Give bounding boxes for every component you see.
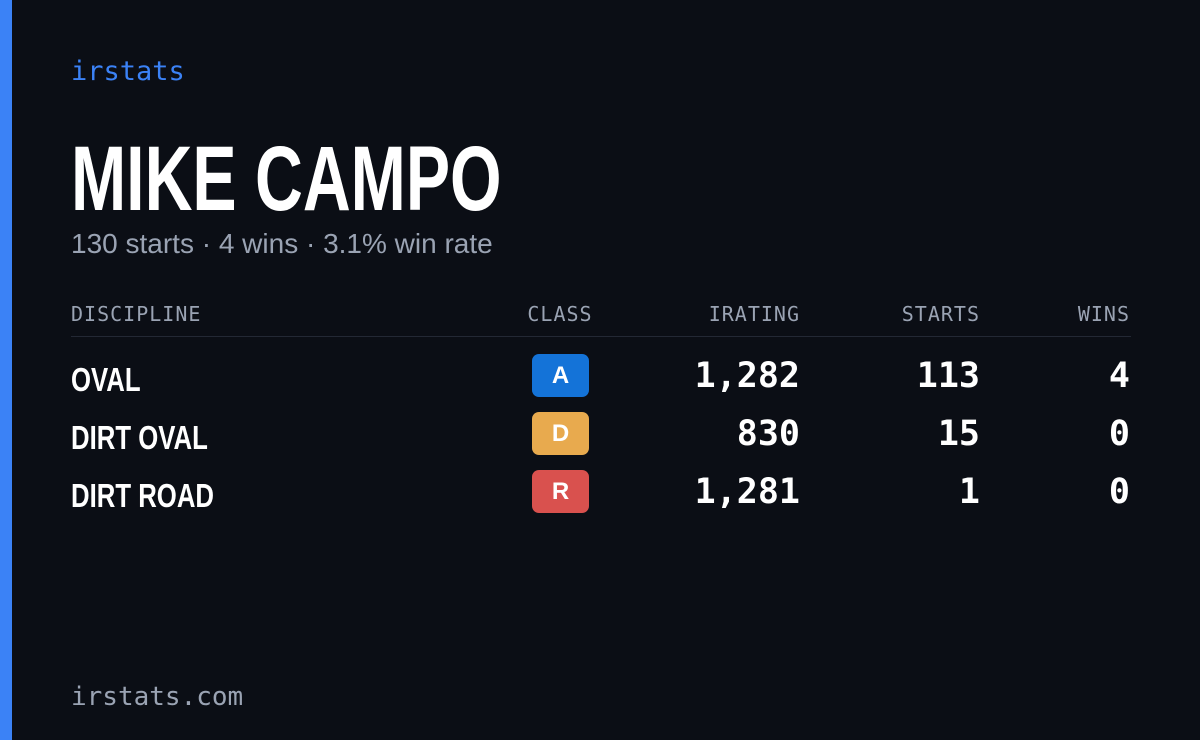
irating: 830 xyxy=(736,414,800,454)
column-header: WINS xyxy=(1077,302,1130,326)
discipline: DIRT ROAD xyxy=(71,477,214,514)
starts: 15 xyxy=(937,414,980,454)
column-header: DISCIPLINE xyxy=(71,302,202,326)
discipline: DIRT OVAL xyxy=(71,419,208,456)
driver-summary: 130 starts · 4 wins · 3.1% win rate xyxy=(71,228,493,259)
accent-stripe xyxy=(0,0,12,740)
column-header: CLASS xyxy=(527,302,593,326)
brand: irstats xyxy=(71,56,185,87)
wins: 0 xyxy=(1108,414,1130,454)
wins: 4 xyxy=(1108,356,1130,396)
irating: 1,282 xyxy=(694,356,800,396)
column-header: STARTS xyxy=(901,302,980,326)
class-badge: A xyxy=(532,354,589,397)
irating: 1,281 xyxy=(694,472,800,512)
header-rule xyxy=(71,336,1131,337)
starts: 113 xyxy=(916,356,980,396)
wins: 0 xyxy=(1108,472,1130,512)
footer: irstats.com xyxy=(71,682,244,712)
driver-name: MIKE CAMPO xyxy=(71,128,502,230)
class-badge: R xyxy=(532,470,589,513)
starts: 1 xyxy=(958,472,980,512)
class-badge: D xyxy=(532,412,589,455)
column-header: IRATING xyxy=(708,302,800,326)
discipline: OVAL xyxy=(71,361,141,398)
